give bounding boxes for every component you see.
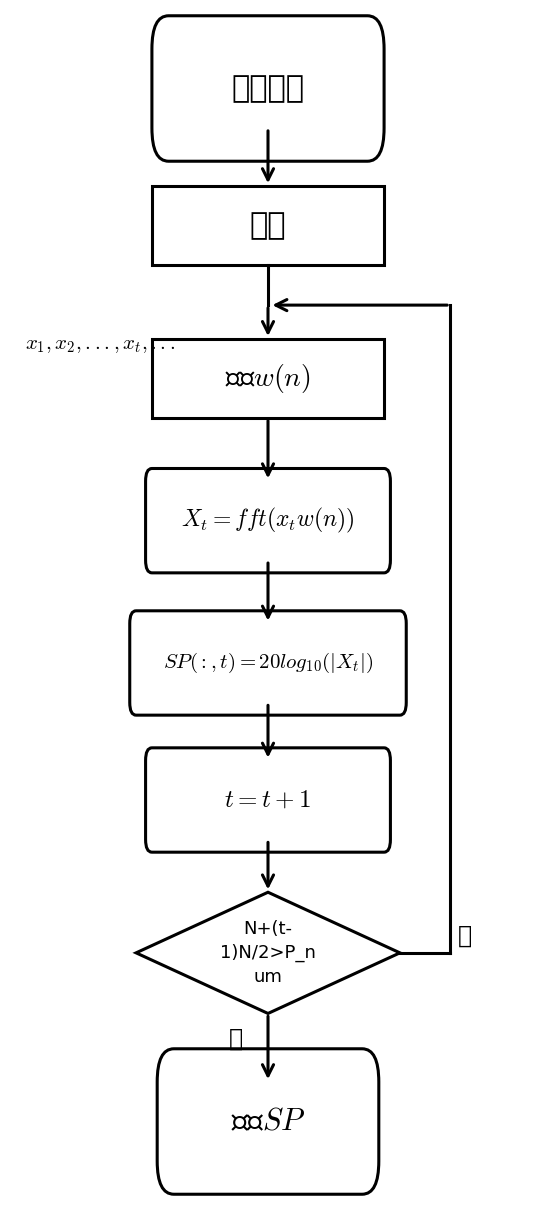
Text: 输出$SP$: 输出$SP$: [230, 1107, 306, 1136]
Bar: [152, 186, 384, 265]
FancyBboxPatch shape: [130, 611, 406, 715]
Polygon shape: [136, 892, 400, 1014]
Text: 加窗$w(n)$: 加窗$w(n)$: [225, 362, 311, 394]
Bar: [152, 339, 384, 417]
Text: 否: 否: [458, 923, 472, 947]
FancyBboxPatch shape: [146, 468, 390, 572]
Text: $t=t+1$: $t=t+1$: [225, 788, 311, 812]
FancyBboxPatch shape: [157, 1049, 379, 1194]
FancyBboxPatch shape: [146, 748, 390, 852]
Text: N+(t-
1)N/2>P_n
um: N+(t- 1)N/2>P_n um: [220, 920, 316, 986]
Text: $SP(:,t)=20log_{10}(|X_t|)$: $SP(:,t)=20log_{10}(|X_t|)$: [163, 651, 373, 675]
FancyBboxPatch shape: [152, 16, 384, 161]
Text: $x_1, x_2, ..., x_t, ...$: $x_1, x_2, ..., x_t, ...$: [25, 335, 176, 355]
Text: $X_t=fft(x_tw(n))$: $X_t=fft(x_tw(n))$: [181, 506, 355, 535]
Text: 分帧: 分帧: [250, 211, 286, 240]
Text: 是: 是: [229, 1027, 243, 1051]
Text: 原始语音: 原始语音: [232, 74, 304, 103]
